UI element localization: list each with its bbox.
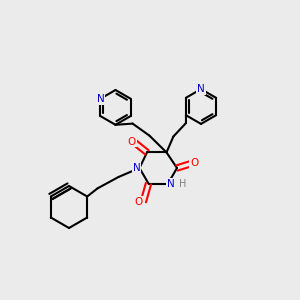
- Text: O: O: [128, 136, 136, 147]
- Text: N: N: [97, 94, 104, 104]
- Text: N: N: [167, 178, 174, 189]
- Text: N: N: [133, 163, 140, 173]
- Text: N: N: [197, 84, 205, 94]
- Text: O: O: [135, 196, 143, 207]
- Text: O: O: [190, 158, 199, 169]
- Text: H: H: [179, 178, 187, 189]
